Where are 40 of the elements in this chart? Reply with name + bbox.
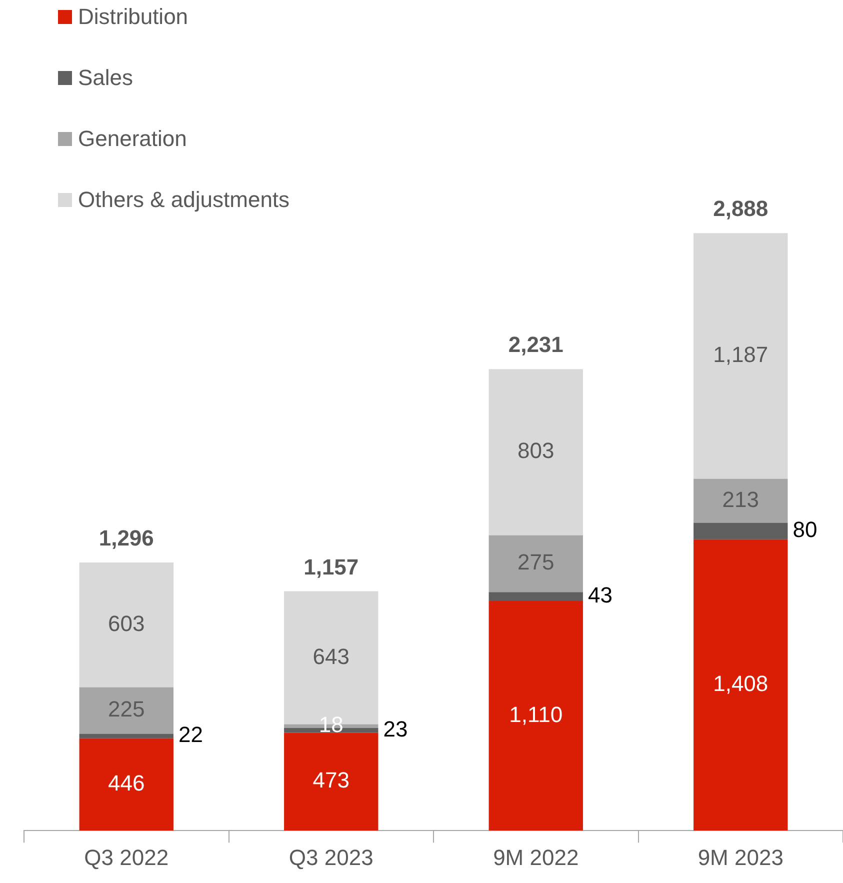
legend-label: Others & adjustments	[78, 187, 290, 213]
x-tick-label: Q3 2022	[84, 844, 169, 870]
bar	[79, 687, 174, 734]
legend-label: Distribution	[78, 4, 188, 30]
data-label: 473	[312, 768, 350, 793]
bar	[488, 535, 583, 592]
data-label: 1,187	[713, 342, 768, 368]
total-label: 2,231	[508, 332, 564, 358]
bar	[284, 732, 378, 831]
data-label: 225	[108, 696, 145, 722]
bar	[694, 478, 788, 523]
data-label: 603	[108, 610, 145, 636]
data-label: 213	[722, 486, 759, 512]
data-label: 1,408	[713, 671, 768, 696]
bar	[694, 233, 788, 479]
data-label: 23	[383, 716, 408, 742]
x-tick-label: 9M 2023	[698, 844, 784, 870]
data-label: 275	[518, 550, 554, 575]
bar	[488, 592, 583, 601]
x-tick-label: 9M 2022	[493, 844, 579, 870]
bar	[488, 600, 583, 831]
legend-label: Generation	[78, 126, 187, 152]
total-label: 2,888	[713, 196, 768, 222]
data-label: 803	[518, 438, 554, 464]
x-tick-label: Q3 2023	[288, 844, 374, 870]
bar	[79, 562, 174, 688]
bar	[488, 369, 583, 536]
data-label: 43	[588, 582, 612, 608]
bar	[694, 522, 788, 540]
data-label: 80	[792, 517, 818, 542]
data-label: 643	[312, 644, 350, 669]
legend-label: Sales	[78, 65, 134, 91]
data-label: 1,110	[509, 702, 563, 727]
bar	[79, 738, 174, 831]
data-label: 22	[178, 722, 203, 748]
total-label: 1,296	[98, 526, 154, 551]
data-label: 446	[108, 770, 145, 796]
bar	[694, 539, 788, 831]
total-label: 1,157	[304, 554, 359, 580]
bar	[79, 734, 174, 738]
